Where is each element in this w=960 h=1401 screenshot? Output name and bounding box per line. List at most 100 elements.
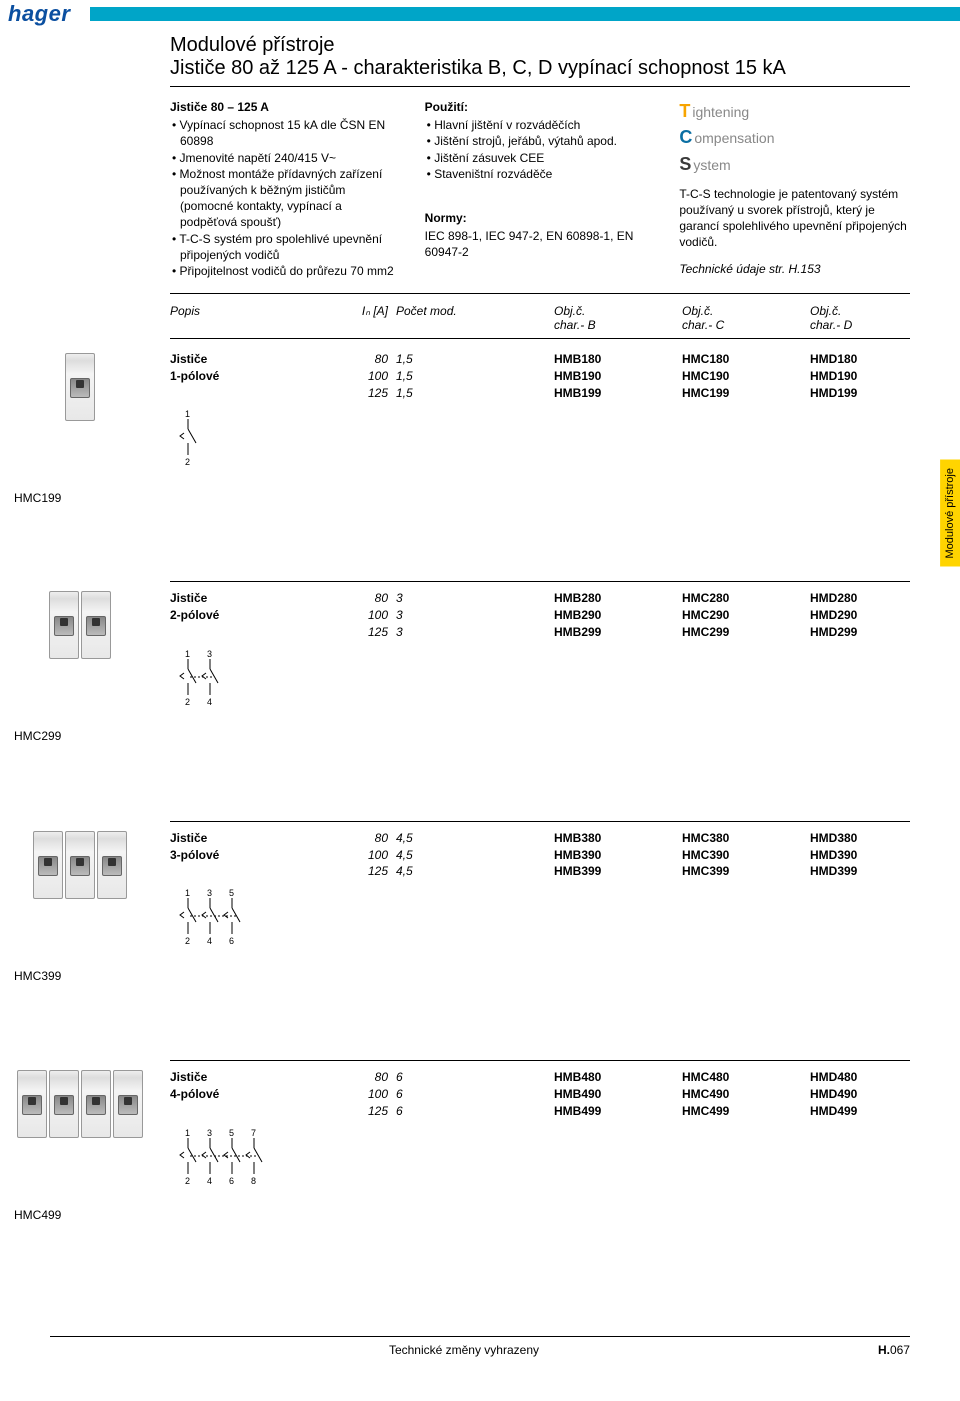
mcb-module xyxy=(49,591,79,659)
value: 100 xyxy=(318,847,388,864)
value: 125 xyxy=(318,624,388,641)
tcs-t: T xyxy=(679,99,690,123)
value: HMB199 xyxy=(554,385,674,402)
value: HMD490 xyxy=(810,1086,910,1103)
bullet-item: Jištění strojů, jeřábů, výtahů apod. xyxy=(427,133,656,149)
cell-d: HMD480HMD490HMD499 xyxy=(810,1069,910,1119)
value: HMD280 xyxy=(810,590,910,607)
value: 4,5 xyxy=(396,847,546,864)
schematic-symbol: 1234 xyxy=(176,647,910,707)
tcs-c-word: ompensation xyxy=(694,129,774,148)
bullet-item: Jištění zásuvek CEE xyxy=(427,150,656,166)
footer-page: H.067 xyxy=(878,1343,910,1357)
tcs-s-word: ystem xyxy=(693,156,730,175)
svg-text:1: 1 xyxy=(185,409,190,419)
svg-text:2: 2 xyxy=(185,697,190,707)
mcb-module xyxy=(81,591,111,659)
value: HMB480 xyxy=(554,1069,674,1086)
cell-mod: 1,51,51,5 xyxy=(396,351,546,401)
value: HMC299 xyxy=(682,624,802,641)
product-section: HMC299Jističe2-pólové80100125333HMB280HM… xyxy=(170,581,910,816)
value: HMB299 xyxy=(554,624,674,641)
value: 100 xyxy=(318,368,388,385)
value: HMC190 xyxy=(682,368,802,385)
value: 4,5 xyxy=(396,863,546,880)
value: HMC399 xyxy=(682,863,802,880)
value: HMC499 xyxy=(682,1103,802,1120)
svg-text:6: 6 xyxy=(229,936,234,946)
value: HMC199 xyxy=(682,385,802,402)
th-in: Iₙ [A] xyxy=(318,304,388,332)
brand-logo: hager xyxy=(0,1,90,27)
norms-header: Normy: xyxy=(425,210,656,226)
product-rows: Jističe4-pólové80100125666HMB480HMB490HM… xyxy=(170,1069,910,1119)
value: 6 xyxy=(396,1069,546,1086)
bullet-item: T-C-S systém pro spolehlivé upevnění při… xyxy=(172,231,401,263)
value: 80 xyxy=(318,351,388,368)
value: 125 xyxy=(318,385,388,402)
intro-col1-header: Jističe 80 – 125 A xyxy=(170,99,401,115)
value: HMC490 xyxy=(682,1086,802,1103)
cell-popis: Jističe4-pólové xyxy=(170,1069,310,1119)
cell-mod: 4,54,54,5 xyxy=(396,830,546,880)
product-caption: HMC299 xyxy=(14,729,61,743)
value: HMD199 xyxy=(810,385,910,402)
svg-text:7: 7 xyxy=(251,1128,256,1138)
product-caption: HMC199 xyxy=(14,491,61,505)
svg-text:3: 3 xyxy=(207,888,212,898)
value: 80 xyxy=(318,1069,388,1086)
cell-d: HMD380HMD390HMD399 xyxy=(810,830,910,880)
brand-text: hager xyxy=(8,1,70,26)
intro-col1-list: Vypínací schopnost 15 kA dle ČSN EN 6089… xyxy=(170,117,401,279)
value: 3 xyxy=(396,590,546,607)
value: HMD190 xyxy=(810,368,910,385)
value: HMD290 xyxy=(810,607,910,624)
page-footer: Technické změny vyhrazeny H.067 xyxy=(50,1336,910,1377)
value: 6 xyxy=(396,1103,546,1120)
schematic-symbol: 12 xyxy=(176,407,910,467)
svg-text:1: 1 xyxy=(185,888,190,898)
svg-text:8: 8 xyxy=(251,1176,256,1186)
value: HMD399 xyxy=(810,863,910,880)
side-tab: Modulové přístroje xyxy=(940,460,960,567)
top-bar: hager xyxy=(0,0,960,28)
cell-c: HMC380HMC390HMC399 xyxy=(682,830,802,880)
cell-c: HMC280HMC290HMC299 xyxy=(682,590,802,640)
cell-c: HMC480HMC490HMC499 xyxy=(682,1069,802,1119)
mcb-module xyxy=(65,831,95,899)
value: HMC480 xyxy=(682,1069,802,1086)
product-image: HMC199 xyxy=(10,353,150,505)
cell-mod: 666 xyxy=(396,1069,546,1119)
cell-b: HMB380HMB390HMB399 xyxy=(554,830,674,880)
product-image: HMC499 xyxy=(10,1070,150,1222)
value: HMD380 xyxy=(810,830,910,847)
mcb-module xyxy=(49,1070,79,1138)
mcb-module xyxy=(33,831,63,899)
value: 4,5 xyxy=(396,830,546,847)
value: HMB380 xyxy=(554,830,674,847)
bullet-item: Hlavní jištění v rozváděčích xyxy=(427,117,656,133)
tcs-c: C xyxy=(679,125,692,149)
bullet-item: Vypínací schopnost 15 kA dle ČSN EN 6089… xyxy=(172,117,401,149)
mcb-module xyxy=(81,1070,111,1138)
norms-text: IEC 898-1, IEC 947-2, EN 60898-1, EN 609… xyxy=(425,228,656,260)
intro-col-3: Tightening Compensation System T-C-S tec… xyxy=(679,99,910,279)
svg-text:1: 1 xyxy=(185,1128,190,1138)
value: 80 xyxy=(318,830,388,847)
value: 3 xyxy=(396,624,546,641)
value: 6 xyxy=(396,1086,546,1103)
intro-col-2: Použití: Hlavní jištění v rozváděčíchJiš… xyxy=(425,99,656,279)
product-caption: HMC499 xyxy=(14,1208,61,1222)
cell-b: HMB480HMB490HMB499 xyxy=(554,1069,674,1119)
intro-col2-list: Hlavní jištění v rozváděčíchJištění stro… xyxy=(425,117,656,182)
product-caption: HMC399 xyxy=(14,969,61,983)
th-mod: Počet mod. xyxy=(396,304,546,332)
value: HMC180 xyxy=(682,351,802,368)
tcs-text: T-C-S technologie je patentovaný systém … xyxy=(679,186,910,251)
table-header-row: Popis Iₙ [A] Počet mod. Obj.č. char.- B … xyxy=(170,294,910,339)
tech-ref: Technické údaje str. H.153 xyxy=(679,261,910,277)
value: HMB390 xyxy=(554,847,674,864)
value: HMD299 xyxy=(810,624,910,641)
schematic-symbol: 123456 xyxy=(176,886,910,946)
value: 1,5 xyxy=(396,368,546,385)
